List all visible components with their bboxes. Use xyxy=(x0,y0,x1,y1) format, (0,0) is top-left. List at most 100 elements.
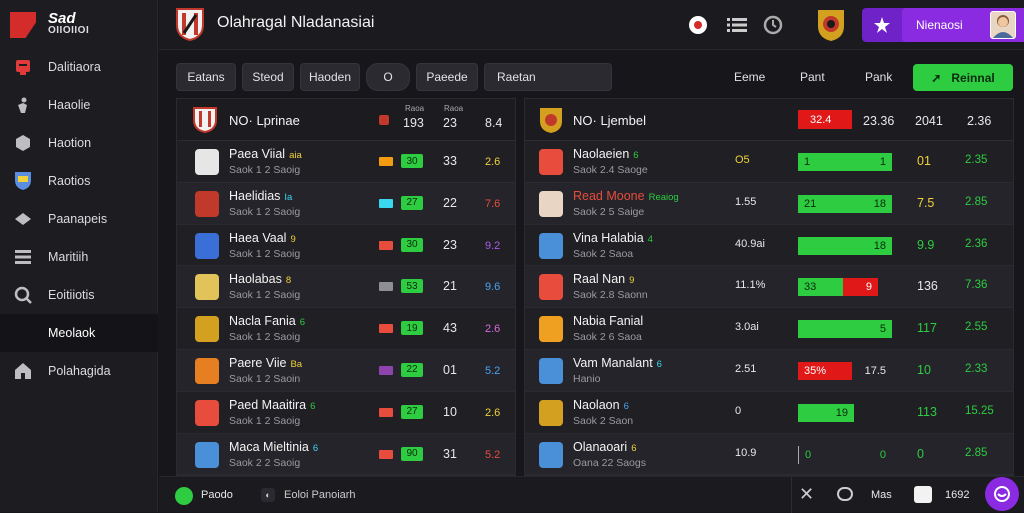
record-icon[interactable] xyxy=(687,14,709,36)
table-row[interactable]: Maca Mieltinia 6 Saok 2 2 Saoig 90 31 5.2 xyxy=(177,433,515,476)
sidebar-item-2[interactable]: Haotion xyxy=(0,124,158,162)
sidebar-item-0[interactable]: Dalitiaora xyxy=(0,48,158,86)
sidebar-item-6[interactable]: Eoitiiotis xyxy=(0,276,158,314)
col-head-eeme[interactable]: Eeme xyxy=(734,70,766,84)
player-sub: Saok 2 Saon xyxy=(573,414,634,427)
player-name: Paere Viie Ba xyxy=(229,355,303,370)
player-avatar xyxy=(195,274,219,301)
goals-badge: 27 xyxy=(401,195,423,210)
list-icon[interactable] xyxy=(726,14,748,36)
primary-action-label: Reinnal xyxy=(951,70,995,85)
table-row[interactable]: Naolaon 6 Saok 2 Saon 0 19 113 15.25 xyxy=(525,392,1013,434)
player-avatar xyxy=(539,399,563,426)
points-value: 22 xyxy=(443,195,457,210)
sidebar-item-label: Haotion xyxy=(48,136,92,150)
progress-bar: 33 9 xyxy=(798,278,878,297)
value-2: 7.5 xyxy=(917,195,935,210)
bottom-mid-label[interactable]: Eoloi Panoiarh xyxy=(284,489,356,501)
progress-bar: 19 xyxy=(798,403,854,422)
table-row[interactable]: Vina Halabia 4 Saok 2 Saoa 40.9ai 18 9.9 … xyxy=(525,225,1013,267)
stat-value: 0 xyxy=(735,404,742,417)
player-name: Nabia Fanial xyxy=(573,314,644,329)
arrow-icon: ➚ xyxy=(931,70,942,85)
chat-icon[interactable]: ◐ xyxy=(261,488,275,502)
brand[interactable]: Sad OIIOIIOI xyxy=(10,8,89,42)
shield-icon xyxy=(14,172,32,190)
value-3: 2.85 xyxy=(965,195,988,208)
chat-bubble-icon xyxy=(994,486,1010,502)
sidebar-item-label: Paanapeis xyxy=(48,212,108,226)
team-crest-icon xyxy=(193,107,217,133)
player-name: Maca Mieltinia 6 xyxy=(229,439,319,454)
table-row[interactable]: Nabia Fanial Saok 2 6 Saoa 3.0ai 5 117 2… xyxy=(525,308,1013,350)
player-sub: Saok 2 6 Saoa xyxy=(573,331,642,344)
table-row[interactable]: Raal Nan 9 Saok 2.8 Saonn 11.1% 33 9 136 7… xyxy=(525,266,1013,309)
message-icon[interactable] xyxy=(837,487,853,501)
window-icon[interactable] xyxy=(914,486,932,503)
table-row[interactable]: Read Moone Reaiog Saok 2 5 Saige 1.55 21 1… xyxy=(525,182,1013,225)
primary-action-button[interactable]: ➚ Reinnal xyxy=(913,64,1013,91)
bottom-right-label-1[interactable]: Mas xyxy=(871,489,892,501)
home-icon xyxy=(14,362,32,380)
player-name: Vina Halabia 4 xyxy=(573,230,653,245)
player-sub: Saok 1 2 Saoig xyxy=(229,414,301,427)
flag-icon xyxy=(379,324,393,334)
table-row[interactable]: Haea Vaal 9 Saok 1 2 Saoig 30 23 9.2 xyxy=(177,225,515,267)
chat-launcher-button[interactable] xyxy=(985,477,1019,511)
left-head-c1: 193 xyxy=(403,116,424,130)
filter-chip-0[interactable]: Eatans xyxy=(176,63,236,91)
right-panel-header: NO· Ljembel 32.4 23.36 2041 2.36 xyxy=(525,99,1013,141)
table-row[interactable]: Paea Viial aia Saok 1 2 Saoig 30 33 2.6 xyxy=(177,141,515,183)
left-head-c3: 8.4 xyxy=(485,116,503,130)
table-row[interactable]: Haelidias Ia Saok 1 2 Saoig 27 22 7.6 xyxy=(177,182,515,225)
points-value: 31 xyxy=(443,446,457,461)
player-avatar xyxy=(539,441,563,468)
goals-badge: 30 xyxy=(401,154,423,168)
player-sub: Saok 1 2 Saoig xyxy=(229,164,301,176)
sidebar-item-7[interactable]: Meolaok xyxy=(0,314,158,352)
right-panel-title: NO· Ljembel xyxy=(573,113,646,128)
team-crest-icon xyxy=(176,8,204,41)
table-row[interactable]: Vam Manalant 6 Hanio 2.51 35% 17.5 10 2.33 xyxy=(525,349,1013,392)
team-crest-icon xyxy=(540,108,562,133)
sidebar-item-3[interactable]: Raotios xyxy=(0,162,158,200)
stat-value: 10.9 xyxy=(735,446,757,459)
value-2: 113 xyxy=(917,404,937,419)
player-sub: Hanio xyxy=(573,372,601,385)
sidebar-item-4[interactable]: Paanapeis xyxy=(0,200,158,238)
player-name: Naolaon 6 xyxy=(573,397,629,412)
club-badge-icon[interactable] xyxy=(816,6,846,42)
col-head-pank[interactable]: Pank xyxy=(865,70,893,84)
filter-chip-4[interactable]: Paeede xyxy=(416,63,478,91)
figure-icon xyxy=(14,96,32,114)
filter-chip-1[interactable]: Steod xyxy=(242,63,294,91)
filter-chip-5[interactable]: Raetan xyxy=(484,63,612,91)
flag-icon xyxy=(379,449,393,459)
filter-chip-3[interactable]: O xyxy=(366,63,410,91)
close-icon[interactable]: ✕ xyxy=(799,484,815,504)
sidebar-item-label: Polahagida xyxy=(48,364,111,378)
player-avatar xyxy=(195,399,219,426)
sidebar-item-5[interactable]: Maritiih xyxy=(0,238,158,276)
col-head-pant[interactable]: Pant xyxy=(800,70,825,84)
filter-chip-2[interactable]: Haoden xyxy=(300,63,360,91)
table-row[interactable]: Haolabas 8 Saok 1 2 Saoig 53 21 9.6 xyxy=(177,266,515,309)
history-icon[interactable] xyxy=(762,14,784,36)
sidebar-item-label: Meolaok xyxy=(48,326,96,340)
user-menu[interactable]: Nienaosi xyxy=(862,8,1024,42)
value-3: 2.33 xyxy=(965,362,988,375)
sidebar-item-1[interactable]: Haaolie xyxy=(0,86,158,124)
value-3: 2.55 xyxy=(965,321,988,334)
table-row[interactable]: Nacla Fania 6 Saok 1 2 Saoig 19 43 2.6 xyxy=(177,308,515,350)
bottom-left-label[interactable]: Paodo xyxy=(201,489,233,501)
value-2: 136 xyxy=(917,279,938,294)
table-row[interactable]: Paed Maaitira 6 Saok 1 2 Saoig 27 10 2.6 xyxy=(177,392,515,434)
player-sub: Oana 22 Saogs xyxy=(573,456,646,469)
table-row[interactable]: Paere Viie Ba Saok 1 2 Saoin 22 01 5.2 xyxy=(177,349,515,392)
flag-icon xyxy=(379,115,389,125)
sidebar-item-8[interactable]: Polahagida xyxy=(0,352,158,390)
rating-value: 9.6 xyxy=(485,281,501,294)
goals-badge: 22 xyxy=(401,362,423,377)
